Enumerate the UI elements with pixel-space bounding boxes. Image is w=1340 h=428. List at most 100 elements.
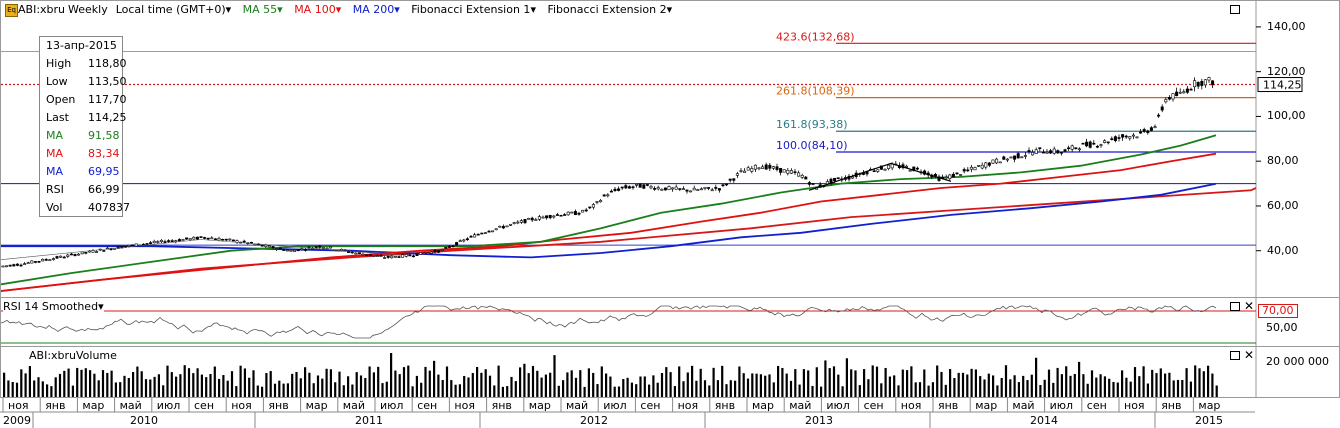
rsi-label[interactable]: RSI 14 Smoothed▾ <box>3 300 104 313</box>
volume-bar <box>600 366 603 397</box>
candle-body <box>357 252 361 255</box>
maximize-icon[interactable] <box>1230 5 1240 14</box>
last-price-label: 114,25 <box>1263 79 1302 92</box>
fib2-dropdown-icon[interactable]: ▾ <box>666 3 673 16</box>
candle-body <box>1059 151 1063 154</box>
month-label: ноя <box>901 399 922 412</box>
volume-bar <box>966 374 969 397</box>
candle-body <box>1074 147 1078 150</box>
candle-body <box>390 255 394 259</box>
volume-bar <box>940 371 943 397</box>
volume-bar <box>1211 373 1214 397</box>
app-icon[interactable]: Eq <box>5 4 18 17</box>
month-label: сен <box>640 399 660 412</box>
ma200-dropdown-icon[interactable]: ▾ <box>394 3 400 16</box>
rsi-level-badge: 70,00 <box>1258 304 1298 318</box>
candle-body <box>714 187 718 189</box>
volume-bar <box>213 366 216 397</box>
volume-bar <box>961 372 965 397</box>
year-label: 2012 <box>580 414 608 427</box>
rsi-close-icon[interactable]: ✕ <box>1244 299 1255 313</box>
ma55-dropdown-icon[interactable]: ▾ <box>277 3 283 16</box>
volume-bar <box>1017 382 1020 397</box>
candle-body <box>732 178 736 181</box>
volume-bar <box>1095 377 1098 397</box>
candle-body <box>505 225 509 228</box>
month-label: июл <box>157 399 180 412</box>
volume-bar <box>1138 376 1141 397</box>
volume-bar <box>450 380 453 397</box>
volume-bar <box>463 375 466 397</box>
candle-body <box>771 166 775 169</box>
timezone-label[interactable]: Local time (GMT+0) <box>115 3 226 16</box>
candle-body <box>710 189 714 192</box>
candle-body <box>213 238 217 241</box>
candle-body <box>1193 80 1197 88</box>
candle-body <box>167 240 171 242</box>
volume-bar <box>205 377 208 397</box>
volume-bar <box>553 355 556 397</box>
candle-body <box>1045 151 1049 154</box>
volume-bar <box>441 380 444 397</box>
volume-bar <box>751 373 754 397</box>
volume-label[interactable]: ABI:xbruVolume <box>29 349 117 362</box>
volume-bar <box>153 376 156 397</box>
candle-body <box>372 255 376 257</box>
volume-bar <box>1181 379 1184 397</box>
volume-bar <box>149 379 152 397</box>
candle-body <box>278 247 282 250</box>
year-label: 2010 <box>130 414 158 427</box>
candle-body <box>833 177 837 182</box>
candle-body <box>750 168 754 172</box>
ma100-label[interactable]: MA 100 <box>294 3 336 16</box>
volume-bar <box>187 368 191 397</box>
volume-bar <box>175 376 178 397</box>
candle-body <box>915 167 919 170</box>
candle-body <box>170 240 174 242</box>
volume-bar <box>15 382 19 397</box>
candle-body <box>1182 91 1186 94</box>
fib1-dropdown-icon[interactable]: ▾ <box>530 3 536 16</box>
candle-body <box>703 186 707 189</box>
candle-body <box>462 239 466 242</box>
candle-body <box>1027 150 1031 153</box>
volume-bar <box>875 366 879 397</box>
volume-bar <box>531 365 535 397</box>
rsi-dropdown-icon[interactable]: ▾ <box>98 300 104 313</box>
candle-body <box>887 164 891 169</box>
ma200-label[interactable]: MA 200 <box>352 3 395 16</box>
y-tick-label: 140,00 <box>1267 19 1306 33</box>
candle-body <box>764 164 768 170</box>
volume-bar <box>871 365 874 397</box>
candle-body <box>573 211 577 216</box>
rsi-maximize-icon[interactable] <box>1230 302 1240 311</box>
candle-body <box>415 253 419 256</box>
volume-bar <box>1060 374 1063 397</box>
dropdown-arrow-icon[interactable]: ▾ <box>225 3 232 16</box>
volume-bar <box>1185 368 1188 397</box>
volume-bar <box>622 379 625 397</box>
candle-body <box>228 238 232 241</box>
candle-body <box>581 209 585 213</box>
volume-bar <box>764 375 767 397</box>
fib1-label[interactable]: Fibonacci Extension 1 <box>411 3 531 16</box>
volume-bar <box>1073 373 1076 397</box>
candle-body <box>523 218 527 224</box>
volume-bar <box>540 377 543 397</box>
ma55-label[interactable]: MA 55 <box>242 3 278 16</box>
period-label[interactable]: Weekly <box>68 3 108 16</box>
candle-body <box>660 188 664 191</box>
candle-body <box>51 258 55 260</box>
candle-body <box>980 164 984 169</box>
volume-bar <box>209 373 212 397</box>
candle-body <box>509 224 513 226</box>
volume-maximize-icon[interactable] <box>1230 351 1240 360</box>
ma100-dropdown-icon[interactable]: ▾ <box>335 3 342 16</box>
volume-bar <box>1035 357 1038 397</box>
symbol-label[interactable]: ABI:xbru <box>18 3 66 16</box>
volume-bar <box>893 375 896 397</box>
candle-body <box>519 220 523 223</box>
volume-close-icon[interactable]: ✕ <box>1244 348 1255 362</box>
candle-body <box>447 246 451 248</box>
fib2-label[interactable]: Fibonacci Extension 2 <box>547 3 667 16</box>
